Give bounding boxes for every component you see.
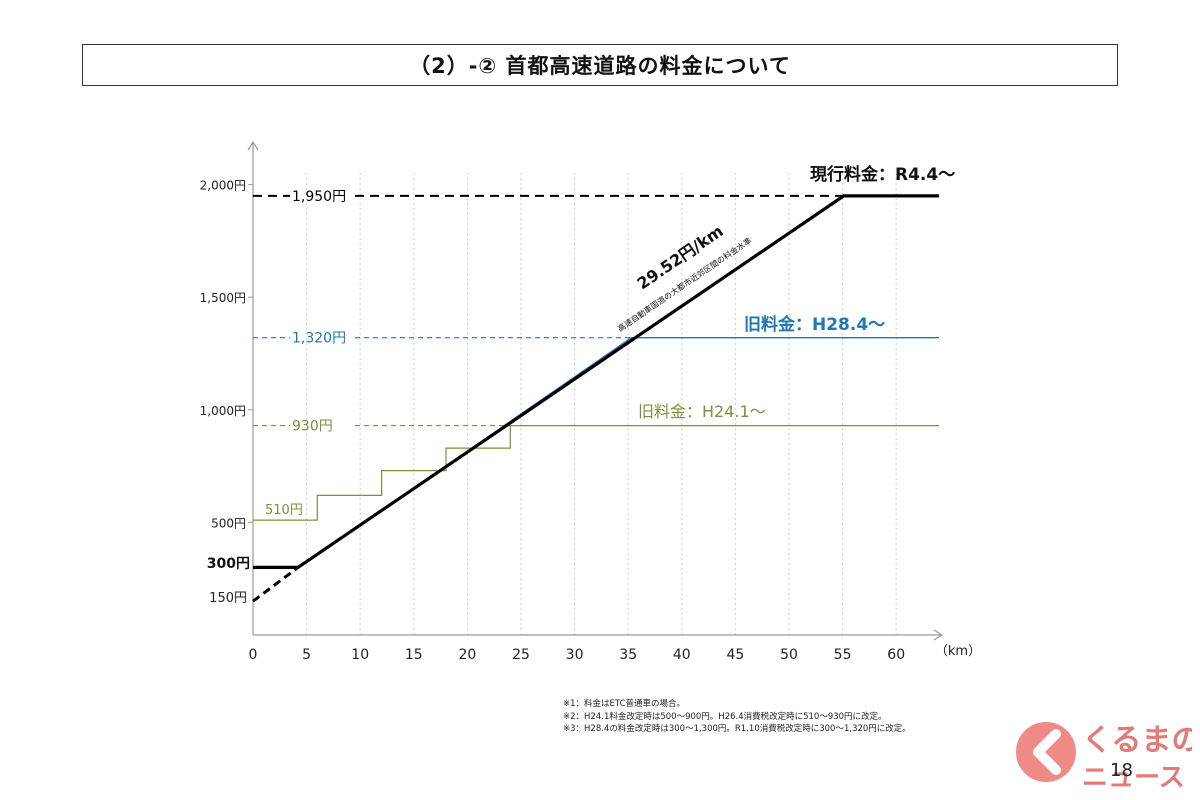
label-510-yen: 510円 <box>265 503 303 518</box>
series-line-1 <box>253 337 940 569</box>
footnote-2: ※2：H24.1料金改定時は500～900円。H26.4消費税改定時に510～9… <box>563 711 887 722</box>
y-tick-label: 500円 <box>211 516 246 530</box>
kuruma-news-logo: くるまの ニュース <box>1016 722 1192 792</box>
x-tick-label: 45 <box>726 647 744 663</box>
x-tick-label: 0 <box>249 647 258 663</box>
x-tick-label: 40 <box>673 647 691 663</box>
logo-text-line2: ニュース <box>1082 763 1185 792</box>
label-150-yen: 150円 <box>209 591 247 606</box>
page-number: 18 <box>1110 760 1133 781</box>
x-axis-arrow-icon <box>933 629 944 641</box>
y-tick-label: 1,500円 <box>200 291 246 305</box>
x-tick-label: 35 <box>619 647 637 663</box>
x-tick-label: 15 <box>405 647 423 663</box>
page-title: （2）-② 首都高速道路の料金について <box>409 54 791 78</box>
x-axis-label: （km） <box>935 644 981 659</box>
x-tick-label: 20 <box>458 647 476 663</box>
x-tick-label: 25 <box>512 647 530 663</box>
extension-dashed-line <box>252 566 299 603</box>
current-toll-label: 現行料金：R4.4～ <box>810 164 955 185</box>
logo-text-line1: くるまの <box>1082 723 1192 758</box>
series-line-0 <box>253 194 940 569</box>
x-tick-label: 10 <box>351 647 369 663</box>
x-tick-label: 50 <box>780 647 798 663</box>
y-tick-label: 1,000円 <box>200 404 246 418</box>
title-box: （2）-② 首都高速道路の料金について <box>82 44 1118 86</box>
footnote-3: ※3：H28.4の料金改定時は300～1,300円。R1.10消費税改定時に30… <box>563 724 911 734</box>
reference-label-1950: 1,950円 <box>292 189 346 205</box>
x-tick-label: 30 <box>566 647 584 663</box>
x-tick-label: 5 <box>302 647 311 663</box>
logo-chevron-icon <box>1033 729 1061 775</box>
x-tick-label: 55 <box>834 647 852 663</box>
footnote-1: ※1：料金はETC普通車の場合。 <box>563 699 686 709</box>
logo-circle <box>1016 722 1076 782</box>
x-tick-label: 60 <box>887 647 905 663</box>
label-300-yen: 300円 <box>207 556 250 572</box>
old-toll-h28-label: 旧料金：H28.4～ <box>744 314 885 335</box>
reference-label-1320: 1,320円 <box>292 331 346 347</box>
series-line-2 <box>253 425 940 521</box>
footnotes: ※1：料金はETC普通車の場合。 ※2：H24.1料金改定時は500～900円。… <box>563 698 911 736</box>
y-axis-arrow-icon <box>247 140 259 151</box>
old-toll-h24-label: 旧料金：H24.1～ <box>638 402 766 421</box>
reference-label-930: 930円 <box>292 419 333 435</box>
y-tick-label: 2,000円 <box>200 179 246 193</box>
